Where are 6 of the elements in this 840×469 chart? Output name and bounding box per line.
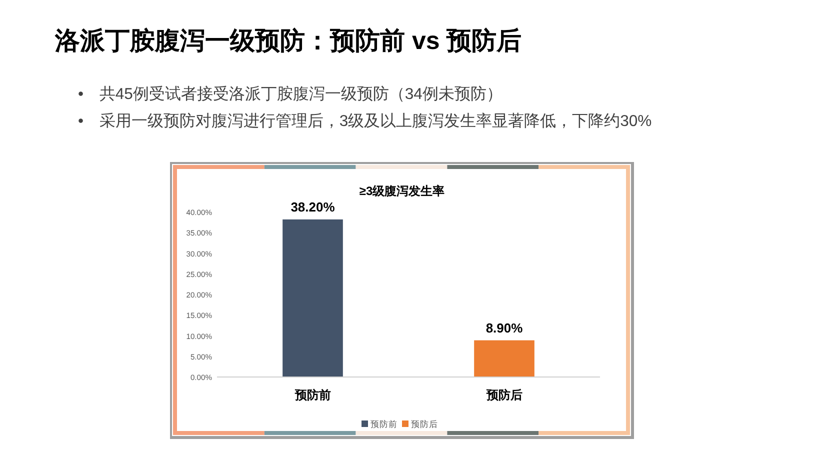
data-label: 38.20% <box>290 199 336 214</box>
legend-label: 预防前 <box>370 419 398 429</box>
chart-title: 洛派丁胺腹泻一级预防：预防前 vs 预防后 <box>54 27 522 55</box>
chart-subtitle: ≥3级腹泻发生率 <box>359 184 445 198</box>
legend-label: 预防后 <box>411 419 438 429</box>
data-label: 8.90% <box>486 320 524 336</box>
